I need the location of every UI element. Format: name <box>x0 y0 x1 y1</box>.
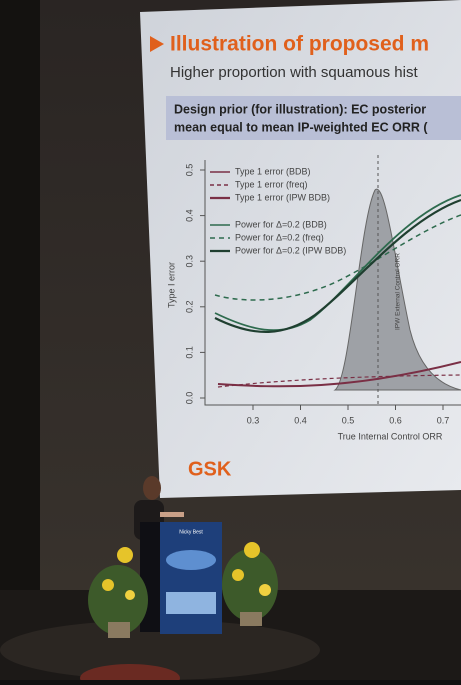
slide-subtitle: Higher proportion with squamous hist <box>170 64 418 81</box>
podium-name: Nicky Best <box>179 529 203 535</box>
title-arrow <box>150 36 164 52</box>
x-axis-label: True Internal Control ORR <box>338 431 443 441</box>
curve <box>214 198 461 334</box>
slide-title: Illustration of proposed m <box>170 33 429 56</box>
y-tick-label: 0.1 <box>184 346 194 359</box>
stage-light <box>0 620 320 680</box>
y-tick-label: 0.2 <box>184 301 194 314</box>
x-tick-label: 0.7 <box>437 415 450 425</box>
annotation: IPW External Control ORR <box>395 253 402 330</box>
legend-label: Power for Δ=0.2 (IPW BDB) <box>235 245 346 255</box>
y-tick-label: 0.5 <box>184 164 194 177</box>
legend-label: Type 1 error (freq) <box>235 179 308 189</box>
y-tick-label: 0.3 <box>184 255 194 268</box>
podium-graphic <box>166 550 216 570</box>
y-axis-label: Type I error <box>166 262 176 308</box>
x-tick-label: 0.3 <box>247 415 260 425</box>
curve <box>214 214 461 301</box>
y-tick-label: 0.4 <box>184 209 194 222</box>
x-tick-label: 0.6 <box>389 415 402 425</box>
curve <box>217 361 461 388</box>
logo: GSK <box>188 458 232 480</box>
curtain <box>0 0 40 600</box>
legend-label: Type 1 error (BDB) <box>235 166 311 176</box>
y-tick-label: 0.0 <box>184 392 194 405</box>
axis <box>204 160 461 406</box>
box-line: Design prior (for illustration): EC post… <box>174 102 426 116</box>
x-tick-label: 0.5 <box>342 415 355 425</box>
podium-graphic <box>166 592 216 614</box>
flowers <box>88 542 278 638</box>
legend-label: Power for Δ=0.2 (freq) <box>235 232 324 242</box>
x-tick-label: 0.4 <box>294 415 307 425</box>
info-box <box>166 96 461 140</box>
podium <box>160 522 222 634</box>
legend-label: Type 1 error (IPW BDB) <box>235 192 330 202</box>
curve <box>217 374 461 388</box>
chart: IPW External Control ORR Type 1 error (B… <box>166 155 461 441</box>
legend-label: Power for Δ=0.2 (BDB) <box>235 219 327 229</box>
box-line: mean equal to mean IP-weighted EC ORR ( <box>174 120 428 134</box>
